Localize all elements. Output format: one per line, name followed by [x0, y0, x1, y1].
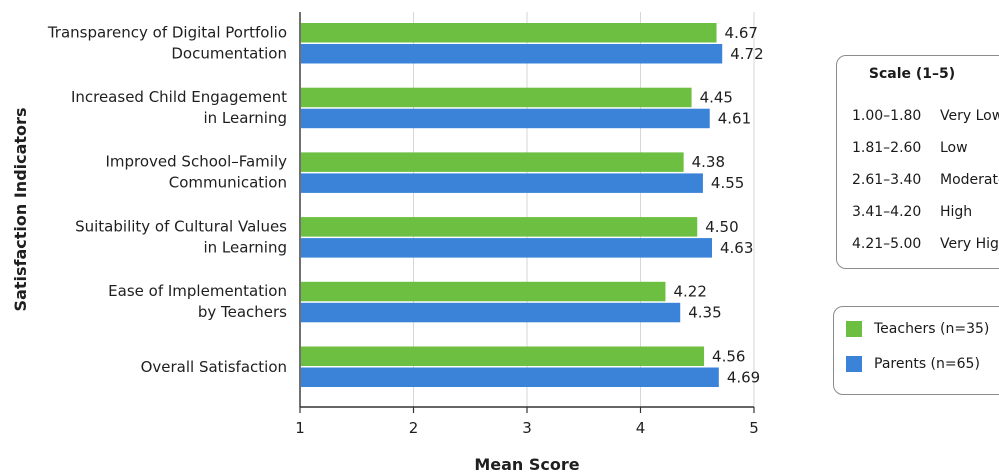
category-label: Increased Child Engagement	[71, 88, 287, 106]
data-label: 4.69	[727, 368, 760, 386]
scale-label: Very High	[940, 236, 999, 252]
bar	[301, 23, 717, 43]
scale-legend-title: Scale (1–5)	[868, 66, 956, 82]
x-tick-label: 2	[409, 419, 419, 437]
scale-range: 1.00–1.80	[852, 108, 922, 124]
bar	[301, 281, 666, 302]
scale-row: 4.21–5.00 Very High	[852, 236, 999, 252]
bar	[301, 152, 684, 172]
data-label: 4.72	[730, 45, 763, 63]
bar	[301, 346, 705, 366]
category-label: in Learning	[203, 238, 287, 256]
data-label: 4.61	[718, 109, 751, 127]
bar	[301, 87, 692, 108]
data-label: 4.38	[692, 153, 725, 171]
scale-row: 1.81–2.60 Low	[852, 140, 968, 156]
scale-row: 1.00–1.80 Very Low	[852, 108, 999, 124]
legend-label: Parents (n=65)	[874, 356, 980, 372]
legend-item-parents: Parents (n=65)	[846, 356, 980, 372]
scale-range: 1.81–2.60	[852, 140, 922, 156]
scale-label: Very Low	[940, 108, 999, 124]
category-label: in Learning	[203, 109, 287, 127]
scale-legend: Scale (1–5) 1.00–1.80 Very Low 1.81–2.60 L…	[836, 55, 999, 269]
bar	[301, 108, 710, 129]
bar	[301, 302, 681, 323]
x-tick-label: 5	[749, 419, 759, 437]
data-label: 4.22	[673, 283, 706, 301]
data-label: 4.63	[720, 239, 753, 257]
y-axis-title: Satisfaction Indicators	[11, 108, 30, 312]
category-label: Ease of Implementation	[108, 282, 287, 300]
category-label: Transparency of Digital Portfolio	[47, 23, 287, 41]
series-legend: Teachers (n=35) Parents (n=65)	[833, 306, 999, 395]
bar	[301, 173, 703, 193]
scale-row: 2.61–3.40 Moderate	[852, 172, 999, 188]
x-tick-label: 4	[636, 419, 646, 437]
x-axis-title: Mean Score	[474, 455, 579, 473]
category-label: by Teachers	[198, 303, 287, 321]
scale-range: 2.61–3.40	[852, 172, 922, 188]
category-label: Communication	[169, 174, 287, 192]
data-label: 4.67	[725, 24, 758, 42]
x-tick-label: 3	[522, 419, 532, 437]
scale-row: 3.41–4.20 High	[852, 204, 972, 220]
category-label: Documentation	[171, 44, 287, 62]
bar	[301, 367, 719, 387]
scale-label: Moderate	[940, 172, 999, 188]
data-label: 4.50	[705, 218, 738, 236]
bar	[301, 238, 713, 258]
scale-range: 3.41–4.20	[852, 204, 922, 220]
x-tick-label: 1	[295, 419, 305, 437]
data-label: 4.56	[712, 347, 745, 365]
scale-label: Low	[940, 140, 968, 156]
data-label: 4.45	[700, 88, 733, 106]
category-label: Improved School–Family	[105, 153, 287, 171]
category-label: Overall Satisfaction	[141, 358, 287, 376]
legend-label: Teachers (n=35)	[874, 321, 990, 337]
bar	[301, 217, 698, 237]
legend-item-teachers: Teachers (n=35)	[846, 321, 989, 337]
scale-label: High	[940, 204, 973, 220]
teachers-swatch	[846, 321, 862, 337]
parents-swatch	[846, 356, 862, 372]
data-label: 4.55	[711, 174, 744, 192]
category-label: Suitability of Cultural Values	[75, 217, 287, 235]
bar	[301, 44, 723, 64]
scale-range: 4.21–5.00	[852, 236, 922, 252]
data-label: 4.35	[688, 304, 721, 322]
